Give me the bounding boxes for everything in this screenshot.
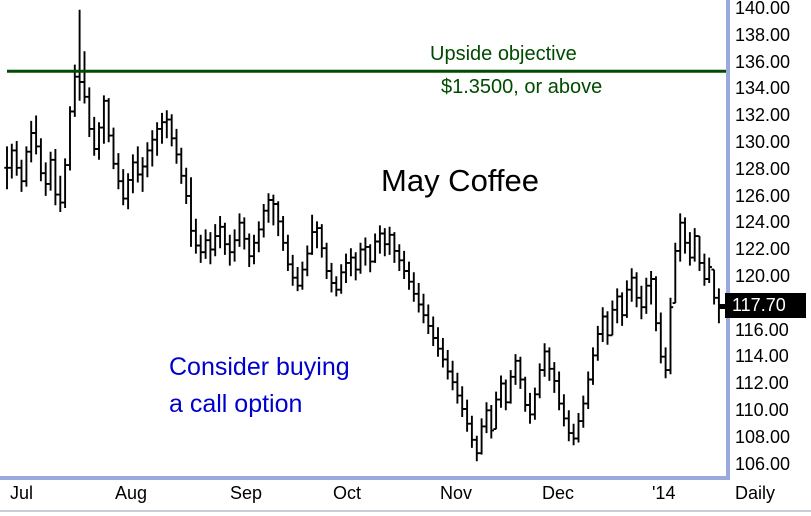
last-price-badge: 117.70	[725, 293, 806, 318]
y-axis-tick-label: 120.00	[735, 266, 791, 286]
price-chart-plot-area[interactable]	[0, 0, 726, 479]
y-axis-tick-label: 114.00	[735, 346, 789, 367]
y-axis-tick-label: 138.00	[735, 24, 791, 45]
y-axis-tick-label: 134.00	[735, 78, 791, 99]
y-axis-tick-label: 110.00	[735, 400, 789, 420]
y-axis-tick-label: 126.00	[735, 185, 791, 206]
call-option-note: Consider buying a call option	[169, 349, 350, 423]
y-axis-tick-label: 106.00	[735, 453, 791, 474]
y-axis-tick-label: 132.00	[735, 105, 791, 126]
upside-objective-label-line1: Upside objective	[430, 43, 577, 65]
x-axis-month-label: Dec	[542, 483, 575, 503]
x-axis-month-label: Sep	[230, 483, 263, 503]
x-axis-month-label: Nov	[440, 483, 473, 503]
chart-title: May Coffee	[381, 163, 539, 198]
bottom-rule	[0, 510, 811, 512]
y-axis-tick-label: 130.00	[735, 132, 791, 152]
last-price-tick	[719, 304, 726, 309]
y-axis-tick-label: 140.00	[735, 0, 791, 18]
x-axis-month-label: '14	[652, 483, 676, 503]
y-axis-tick-label: 136.00	[735, 51, 791, 72]
price-axis-separator	[726, 0, 730, 479]
ohlc-bars-canvas	[4, 9, 726, 462]
timeframe-label: Daily	[735, 483, 776, 503]
call-option-note-line2: a call option	[169, 390, 303, 418]
y-axis-tick-label: 124.00	[735, 212, 791, 233]
ohlc-price-bars	[4, 9, 722, 462]
x-axis-month-label: Jul	[10, 483, 34, 503]
y-axis-tick-label: 112.00	[735, 373, 789, 394]
y-axis-tick-label: 128.00	[735, 158, 791, 179]
time-axis-separator	[0, 476, 730, 480]
y-axis-tick-label: 122.00	[735, 239, 791, 260]
call-option-note-line1: Consider buying	[169, 353, 350, 381]
y-axis-tick-label: 116.00	[735, 319, 789, 340]
y-axis-tick-label: 108.00	[735, 426, 791, 447]
upside-objective-label-line2: $1.3500, or above	[441, 76, 603, 98]
x-axis-month-label: Oct	[333, 483, 362, 503]
x-axis-month-label: Aug	[115, 483, 148, 503]
